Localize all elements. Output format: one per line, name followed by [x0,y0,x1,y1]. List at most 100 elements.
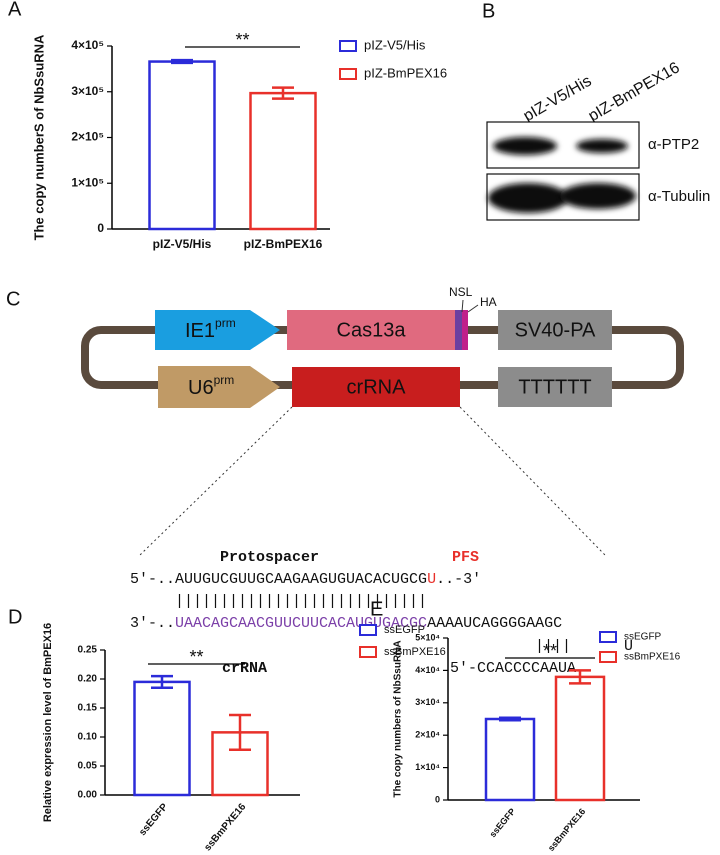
element-superscript: prm [215,316,236,330]
crrna-label: crRNA [222,660,267,677]
pfs-base: U [427,571,436,588]
legend-swatch [599,651,617,663]
y-axis-label: The copy numbers of NbSsuRNA [393,640,404,797]
y-tick-label: 0.10 [78,732,98,743]
nsl-box [455,310,462,350]
y-tick-label: 0.20 [78,674,98,685]
legend-swatch [339,68,357,80]
y-tick-label: 2×10⁵ [71,130,104,144]
zoom-line [459,406,606,556]
y-tick-label: 0.15 [78,703,98,714]
bar [554,675,606,802]
y-tick-label: 0.25 [78,645,98,656]
seq-prefix: 3'-.. [130,615,175,632]
element-superscript: prm [214,373,235,387]
seq-suffix: ..-3' [436,571,481,588]
band [560,183,636,209]
y-tick-label: 1×10⁵ [71,175,104,189]
y-tick-label: 0 [97,221,104,235]
cas13a-box [287,310,455,350]
pfs-label: PFS [452,549,479,566]
panel-label: E [370,598,383,620]
element-label: IE1prm [185,316,236,342]
element-label: TTTTTT [518,376,591,398]
lane-label: pIZ-BmPEX16 [586,59,683,125]
bar [249,91,317,231]
terminator-box [498,367,612,407]
sv40-box [498,310,612,350]
legend-label: pIZ-BmPEX16 [364,65,447,80]
legend-swatch [339,40,357,52]
element-label: NSL [449,285,473,299]
band [493,137,557,155]
bar [484,717,536,802]
panel-label: C [6,288,20,310]
legend-label: ssEGFP [384,624,425,636]
loop-base: U [624,638,633,655]
element-label: SV40-PA [515,319,596,341]
ie1-promoter [155,310,280,350]
y-tick-label: 3×10⁴ [415,697,440,707]
y-tick-label: 0.05 [78,761,98,772]
guide-sequence: 3'-..UAACAGCAACGUUCUUCACAUGUGACGCAAAAUCA… [130,615,562,632]
ha-box [462,310,468,350]
panel-label: D [8,606,22,628]
element-label: Cas13a [337,319,407,341]
base-pairs: |||||||||||||||||||||||||||| [175,593,427,610]
y-tick-label: 1×10⁴ [415,762,440,772]
element-label: crRNA [347,376,407,398]
legend-label: ssBmPXE16 [624,652,681,663]
protospacer-label: Protospacer [220,549,319,566]
element-label: HA [480,295,497,309]
significance-label: ** [235,30,249,50]
y-tick-label: 2×10⁴ [415,730,440,740]
y-tick-label: 4×10⁵ [71,38,104,52]
y-axis-label: Relative expression level of BmPEX16 [42,623,54,822]
x-tick-label: ssEGFP [137,801,170,838]
y-tick-label: 5×10⁴ [415,632,440,642]
panel-label: B [482,0,495,22]
row-label: α-Tubulin [648,188,710,205]
panel-label: A [8,0,22,20]
bar [148,60,216,231]
x-tick-label: pIZ-V5/His [153,237,212,251]
element-name: IE1 [185,320,215,342]
protospacer-seq: AUUGUCGUUGCAAGAAGUGUACACUGCG [175,571,427,588]
y-tick-label: 4×10⁴ [415,665,440,675]
u6-promoter [158,366,280,408]
x-tick-label: pIZ-BmPEX16 [244,237,323,251]
band [576,139,628,153]
seq-prefix: 5'-.. [130,571,175,588]
band [488,183,568,213]
repeat-seq: AAAAUCAGGGGAAGC [427,615,562,632]
stem-pairs: |||| [535,638,571,655]
legend-swatch [359,646,377,658]
x-tick-label: ssEGFP [488,806,518,839]
x-tick-label: ssBmPXE16 [202,801,248,853]
lane-label: pIZ-V5/His [521,73,595,126]
y-tick-label: 3×10⁵ [71,84,104,98]
nsl-pointer [461,299,464,313]
legend-swatch [599,631,617,643]
x-tick-label: ssBmPXE16 [546,806,587,853]
y-axis-label: The copy numberS of NbSsuRNA [31,34,46,240]
zoom-line [139,406,293,556]
legend-label: ssBmPXE16 [384,646,446,658]
legend-label: ssEGFP [624,632,662,643]
crrna-box [292,367,460,407]
legend-swatch [359,624,377,636]
significance-label: ** [189,647,203,667]
row-label: α-PTP2 [648,136,699,153]
y-tick-label: 0 [435,794,440,804]
y-tick-label: 0.00 [78,790,98,801]
guide-5prime: 5'-CCACCCCAAUA [450,660,576,677]
bar [133,680,191,797]
ha-pointer [467,304,479,313]
significance-label: ** [543,641,557,661]
element-name: U6 [188,377,214,399]
element-label: U6prm [188,373,234,399]
legend-label: pIZ-V5/His [364,37,426,52]
target-sequence: 5'-..AUUGUCGUUGCAAGAAGUGUACACUGCGU..-3' [130,571,481,588]
